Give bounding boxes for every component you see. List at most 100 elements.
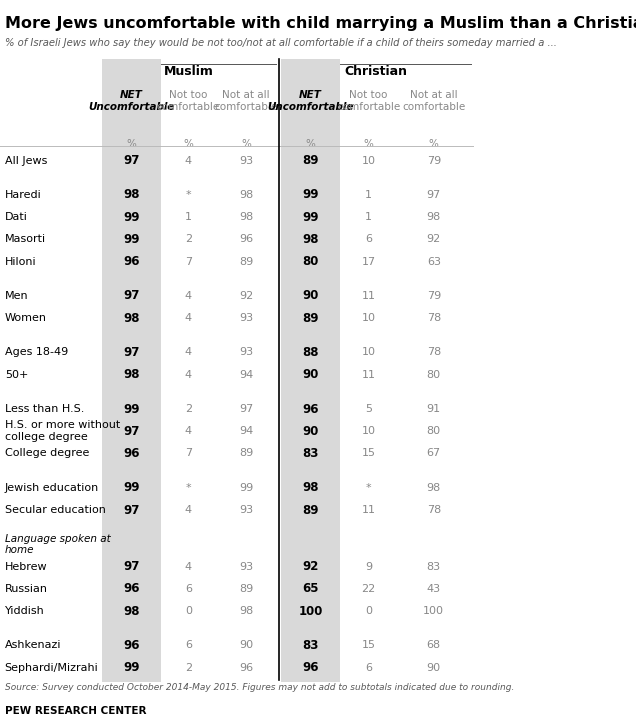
- Text: NET
Uncomfortable: NET Uncomfortable: [267, 90, 354, 112]
- Text: 90: 90: [303, 425, 319, 438]
- Text: %: %: [364, 139, 373, 149]
- Text: 1: 1: [365, 212, 372, 222]
- Text: 96: 96: [302, 661, 319, 674]
- Text: 96: 96: [123, 447, 140, 460]
- Text: Hiloni: Hiloni: [4, 256, 36, 266]
- Text: %: %: [241, 139, 251, 149]
- Text: 80: 80: [427, 370, 441, 380]
- Text: Jewish education: Jewish education: [4, 483, 99, 493]
- Text: 65: 65: [302, 583, 319, 596]
- Text: 9: 9: [365, 562, 372, 572]
- Text: 93: 93: [239, 313, 253, 323]
- Text: *: *: [186, 483, 191, 493]
- Text: 99: 99: [123, 482, 140, 495]
- Text: 96: 96: [123, 583, 140, 596]
- Text: 94: 94: [238, 426, 253, 436]
- Text: Dati: Dati: [4, 212, 27, 222]
- Text: 98: 98: [302, 482, 319, 495]
- Text: 98: 98: [123, 368, 140, 381]
- Text: 11: 11: [362, 505, 376, 515]
- Text: 89: 89: [238, 584, 253, 593]
- Text: 0: 0: [365, 606, 372, 616]
- Text: 22: 22: [361, 584, 376, 593]
- Text: Women: Women: [4, 313, 46, 323]
- Text: 100: 100: [424, 606, 445, 616]
- Text: 79: 79: [427, 291, 441, 301]
- Text: Hebrew: Hebrew: [4, 562, 47, 572]
- Text: 93: 93: [239, 155, 253, 165]
- Text: Yiddish: Yiddish: [4, 606, 45, 616]
- Text: 97: 97: [123, 560, 140, 573]
- Text: 99: 99: [302, 211, 319, 224]
- Text: 1: 1: [185, 212, 192, 222]
- Text: 90: 90: [303, 290, 319, 303]
- Text: Not too
comfortable: Not too comfortable: [337, 90, 400, 112]
- Text: 2: 2: [185, 404, 192, 414]
- Text: 97: 97: [427, 190, 441, 200]
- Text: Ages 18-49: Ages 18-49: [4, 347, 68, 357]
- Text: 97: 97: [238, 404, 253, 414]
- Text: 89: 89: [302, 154, 319, 167]
- Text: 15: 15: [362, 640, 376, 651]
- Text: 67: 67: [427, 448, 441, 458]
- Text: 89: 89: [238, 256, 253, 266]
- Text: 50+: 50+: [4, 370, 28, 380]
- Text: 93: 93: [239, 562, 253, 572]
- Text: Language spoken at
home: Language spoken at home: [4, 534, 111, 555]
- Text: 97: 97: [123, 290, 140, 303]
- Text: 78: 78: [427, 313, 441, 323]
- Text: Sephardi/Mizrahi: Sephardi/Mizrahi: [4, 663, 99, 673]
- Text: 99: 99: [123, 661, 140, 674]
- Text: %: %: [183, 139, 193, 149]
- Text: 80: 80: [427, 426, 441, 436]
- Text: 96: 96: [239, 235, 253, 244]
- Text: 4: 4: [185, 313, 192, 323]
- Text: 4: 4: [185, 562, 192, 572]
- Text: 98: 98: [123, 312, 140, 325]
- Text: 88: 88: [302, 346, 319, 359]
- Text: Masorti: Masorti: [4, 235, 46, 244]
- Bar: [281, 59, 340, 682]
- Text: 1: 1: [365, 190, 372, 200]
- Text: 93: 93: [239, 347, 253, 357]
- Text: 4: 4: [185, 347, 192, 357]
- Text: 17: 17: [362, 256, 376, 266]
- Text: 99: 99: [123, 211, 140, 224]
- Text: Not at all
comfortable: Not at all comfortable: [402, 90, 466, 112]
- Text: *: *: [366, 483, 371, 493]
- Text: 92: 92: [303, 560, 319, 573]
- Text: *: *: [186, 190, 191, 200]
- Text: Not at all
comfortable: Not at all comfortable: [214, 90, 277, 112]
- Text: All Jews: All Jews: [4, 155, 47, 165]
- Text: 4: 4: [185, 155, 192, 165]
- Text: 98: 98: [302, 232, 319, 245]
- Text: More Jews uncomfortable with child marrying a Muslim than a Christian: More Jews uncomfortable with child marry…: [4, 16, 636, 31]
- Text: 2: 2: [185, 235, 192, 244]
- Text: 96: 96: [239, 663, 253, 673]
- Text: 97: 97: [123, 346, 140, 359]
- Text: 78: 78: [427, 347, 441, 357]
- Text: 15: 15: [362, 448, 376, 458]
- Text: 99: 99: [123, 403, 140, 416]
- Text: 97: 97: [123, 503, 140, 516]
- Text: 6: 6: [185, 584, 192, 593]
- Text: 4: 4: [185, 426, 192, 436]
- Text: 6: 6: [365, 235, 372, 244]
- Text: Christian: Christian: [344, 65, 407, 78]
- Text: 97: 97: [123, 425, 140, 438]
- Text: 6: 6: [365, 663, 372, 673]
- Text: 2: 2: [185, 663, 192, 673]
- Text: 11: 11: [362, 370, 376, 380]
- Text: 7: 7: [185, 256, 192, 266]
- Text: 5: 5: [365, 404, 372, 414]
- Text: 10: 10: [362, 347, 376, 357]
- Text: % of Israeli Jews who say they would be not too/not at all comfortable if a chil: % of Israeli Jews who say they would be …: [4, 38, 556, 48]
- Text: 96: 96: [123, 255, 140, 268]
- Text: 98: 98: [427, 212, 441, 222]
- Bar: [102, 59, 161, 682]
- Text: 90: 90: [427, 663, 441, 673]
- Text: 68: 68: [427, 640, 441, 651]
- Text: 11: 11: [362, 291, 376, 301]
- Text: Ashkenazi: Ashkenazi: [4, 640, 61, 651]
- Text: College degree: College degree: [4, 448, 89, 458]
